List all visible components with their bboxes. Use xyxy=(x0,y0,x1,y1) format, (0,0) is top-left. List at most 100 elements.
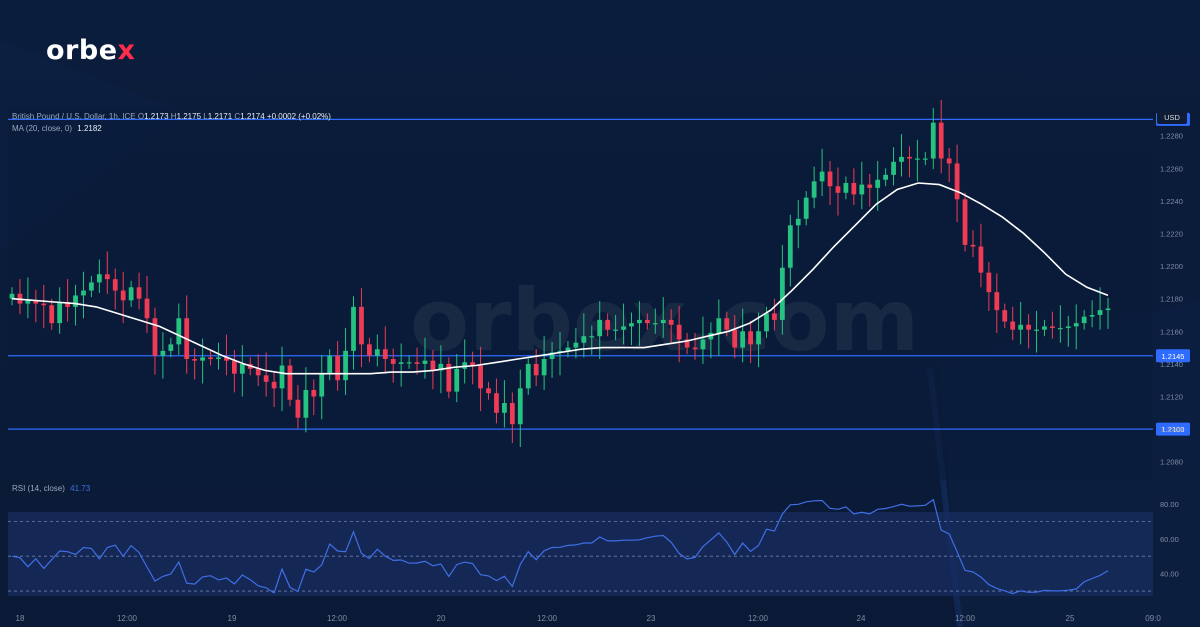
price-tick-label: 1.2180 xyxy=(1160,295,1183,304)
candle-body xyxy=(835,186,841,193)
candle-body xyxy=(1034,329,1039,331)
candle-body xyxy=(231,360,237,374)
candle-body xyxy=(343,350,348,381)
candle-body xyxy=(271,381,277,389)
candle-body xyxy=(160,350,166,356)
time-tick-label: 20 xyxy=(437,614,446,623)
candle-body xyxy=(73,295,78,307)
open-value: 1.2173 xyxy=(144,112,169,121)
candle-body xyxy=(724,318,730,330)
candle-body xyxy=(795,218,801,226)
candle-body xyxy=(589,336,595,338)
currency-badge: USD xyxy=(1157,111,1187,124)
candle-body xyxy=(1050,326,1055,329)
open-label: O xyxy=(137,112,145,121)
candle-body xyxy=(827,171,833,187)
price-tick-label: 1.2260 xyxy=(1160,164,1183,173)
price-layer xyxy=(8,99,1153,448)
candle-body xyxy=(891,161,896,175)
level-tag-text: 1.2145 xyxy=(1162,352,1185,361)
candle-body xyxy=(740,331,746,348)
candle-body xyxy=(319,373,325,397)
candle-body xyxy=(764,313,769,332)
candle-body xyxy=(390,359,396,364)
candle-body xyxy=(843,182,849,193)
ma-label: MA (20, close, 0) xyxy=(12,124,73,133)
candle-body xyxy=(57,301,63,324)
candle-body xyxy=(644,319,650,324)
level-tag-text: 1.2100 xyxy=(1162,425,1185,434)
rsi-band xyxy=(8,512,1153,596)
rsi-tick-label: 80.00 xyxy=(1160,500,1179,509)
level-tag xyxy=(1156,349,1190,363)
price-tick-label: 1.2200 xyxy=(1160,262,1183,271)
candle-body xyxy=(1042,326,1047,330)
candle-body xyxy=(1018,324,1024,330)
candle-body xyxy=(652,323,658,325)
price-tick-label: 1.2080 xyxy=(1160,458,1183,467)
candle-body xyxy=(351,306,356,351)
candle-body xyxy=(287,365,293,400)
candle-body xyxy=(899,156,904,162)
candle-body xyxy=(573,342,579,348)
price-tick-label: 1.2240 xyxy=(1160,197,1183,206)
candle-body xyxy=(637,319,642,324)
candle-body xyxy=(112,279,118,291)
candle-body xyxy=(621,326,626,330)
rsi-line xyxy=(11,498,1109,595)
candle-body xyxy=(970,244,976,247)
candle-body xyxy=(613,329,618,331)
candle-body xyxy=(1026,324,1031,330)
candle-body xyxy=(732,329,738,348)
candle-body xyxy=(533,363,539,376)
candle-body xyxy=(422,360,428,364)
candle-body xyxy=(192,359,198,361)
price-tick-label: 1.2160 xyxy=(1160,327,1183,336)
candle-body xyxy=(462,362,468,369)
candle-body xyxy=(168,344,174,351)
candle-body xyxy=(208,357,213,360)
high-value: 1.2175 xyxy=(176,112,202,121)
candle-body xyxy=(994,292,1000,311)
candle-body xyxy=(96,274,102,283)
candle-body xyxy=(756,331,761,345)
candle-body xyxy=(668,319,674,325)
candle-body xyxy=(684,339,690,348)
candle-body xyxy=(605,319,611,330)
candle-body xyxy=(335,355,341,381)
price-tick-label: 1.2220 xyxy=(1160,230,1183,239)
price-panel xyxy=(8,108,1153,480)
candle-body xyxy=(692,347,698,350)
candle-body xyxy=(676,324,682,340)
candle-body xyxy=(486,388,491,394)
candle-body xyxy=(494,393,499,413)
price-tick-label: 1.2280 xyxy=(1160,132,1183,141)
candle-body xyxy=(851,182,857,195)
candle-body xyxy=(9,293,15,299)
candle-body xyxy=(303,389,309,418)
candle-body xyxy=(819,171,825,182)
logo-text: orbe xyxy=(46,35,118,66)
candle-body xyxy=(327,355,333,374)
candle-body xyxy=(907,156,912,159)
candle-body xyxy=(509,403,515,425)
high-label: H xyxy=(170,112,177,121)
candle-body xyxy=(406,362,412,364)
time-tick-label: 12:00 xyxy=(327,614,348,623)
candle-body xyxy=(1010,321,1016,330)
candle-body xyxy=(263,375,269,382)
candle-body xyxy=(859,184,865,195)
candle-body xyxy=(1065,326,1071,329)
candle-body xyxy=(930,122,936,159)
candle-body xyxy=(414,362,420,364)
candle-body xyxy=(525,363,531,389)
candle-body xyxy=(279,365,285,389)
ma-value: 1.2182 xyxy=(77,124,102,133)
candle-body xyxy=(867,184,873,188)
candle-body xyxy=(541,359,547,376)
candle-body xyxy=(1105,308,1111,311)
candle-body xyxy=(430,360,436,371)
candle-body xyxy=(374,349,380,356)
change-value: +0.0002 (+0.02%) xyxy=(266,112,331,121)
